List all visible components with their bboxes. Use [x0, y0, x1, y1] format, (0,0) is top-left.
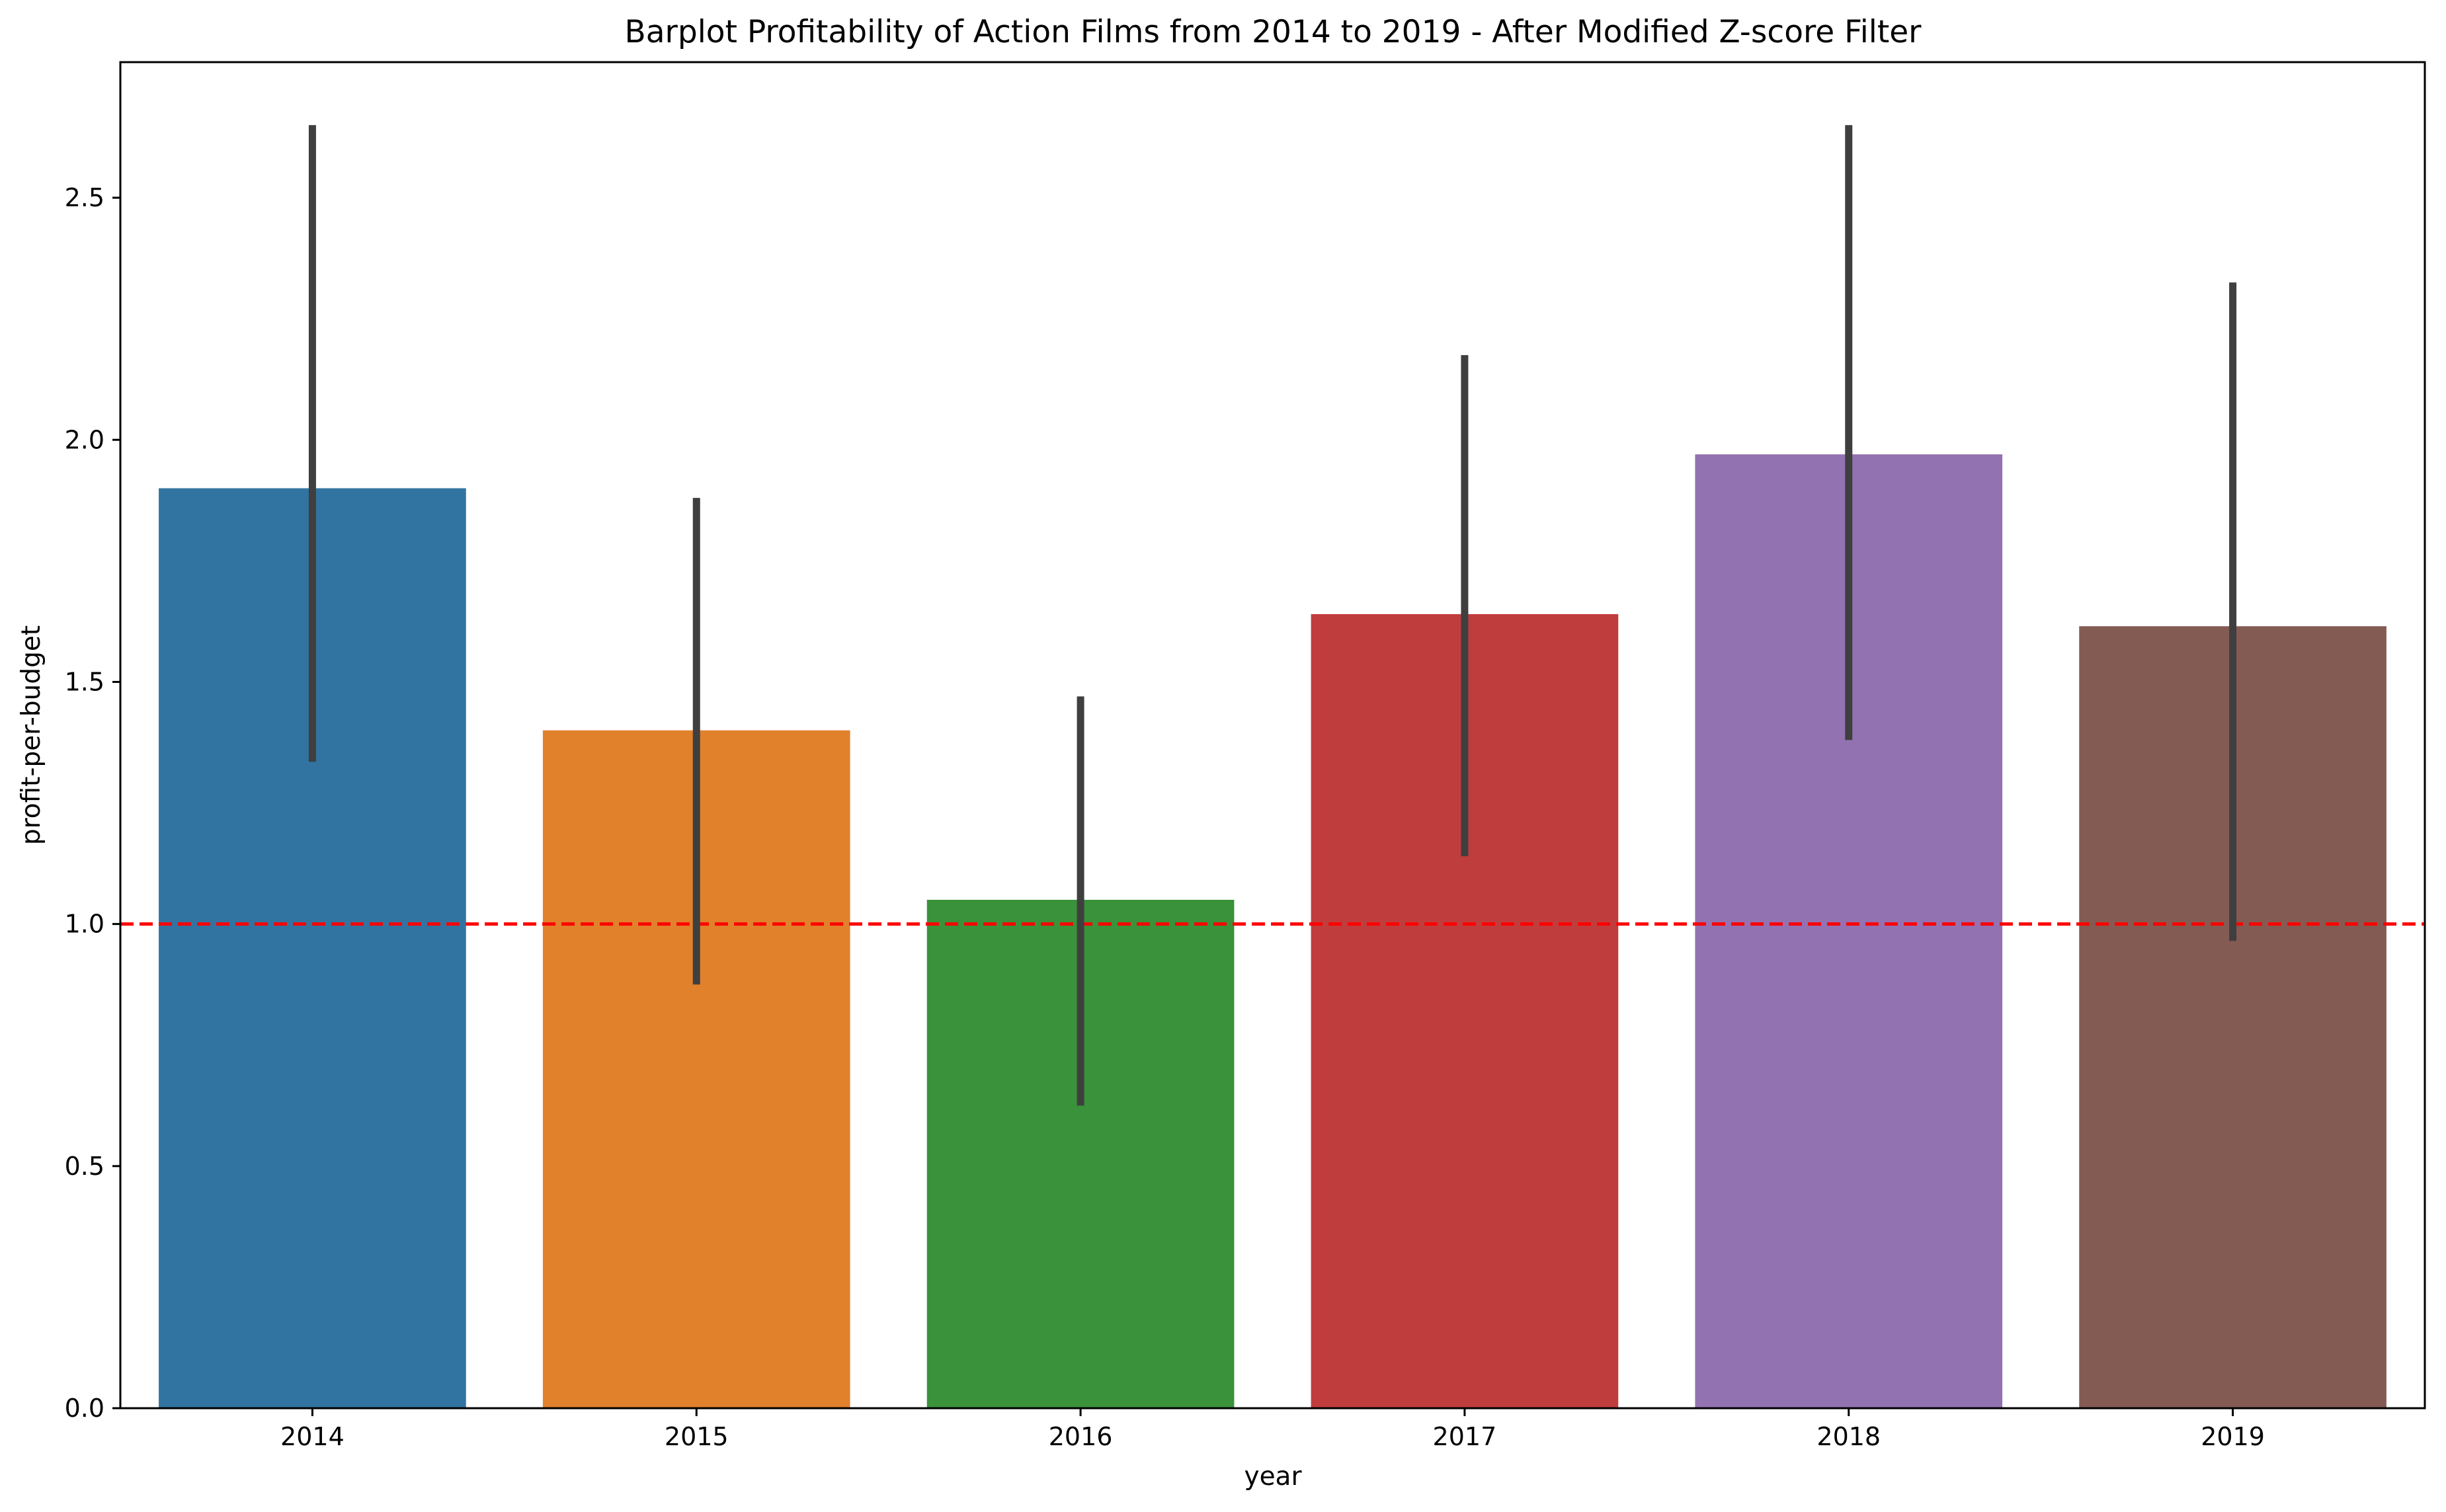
chart-title: Barplot Profitability of Action Films fr… — [625, 14, 1922, 50]
y-tick-label-1.5: 1.5 — [65, 667, 104, 696]
y-tick-label-2.0: 2.0 — [65, 425, 104, 454]
x-tick-label-2018: 2018 — [1816, 1422, 1881, 1451]
y-tick-label-1.0: 1.0 — [65, 910, 104, 939]
y-tick-label-0.5: 0.5 — [65, 1152, 104, 1181]
y-axis-label: profit-per-budget — [17, 625, 46, 845]
x-tick-label-2019: 2019 — [2201, 1422, 2265, 1451]
plot-frame — [119, 61, 2426, 1410]
x-axis-label: year — [1244, 1462, 1302, 1492]
x-tick-label-2017: 2017 — [1433, 1422, 1497, 1451]
x-tick-label-2014: 2014 — [280, 1422, 345, 1451]
x-tick-label-2015: 2015 — [665, 1422, 729, 1451]
x-tick-label-2016: 2016 — [1049, 1422, 1113, 1451]
y-tick-label-0.0: 0.0 — [65, 1394, 104, 1423]
plot-area: 2014 2015 2016 2017 2018 2019 0.0 0.5 1.0 1.5 2.0 2… — [65, 125, 2425, 1451]
y-tick-label-2.5: 2.5 — [65, 183, 104, 212]
